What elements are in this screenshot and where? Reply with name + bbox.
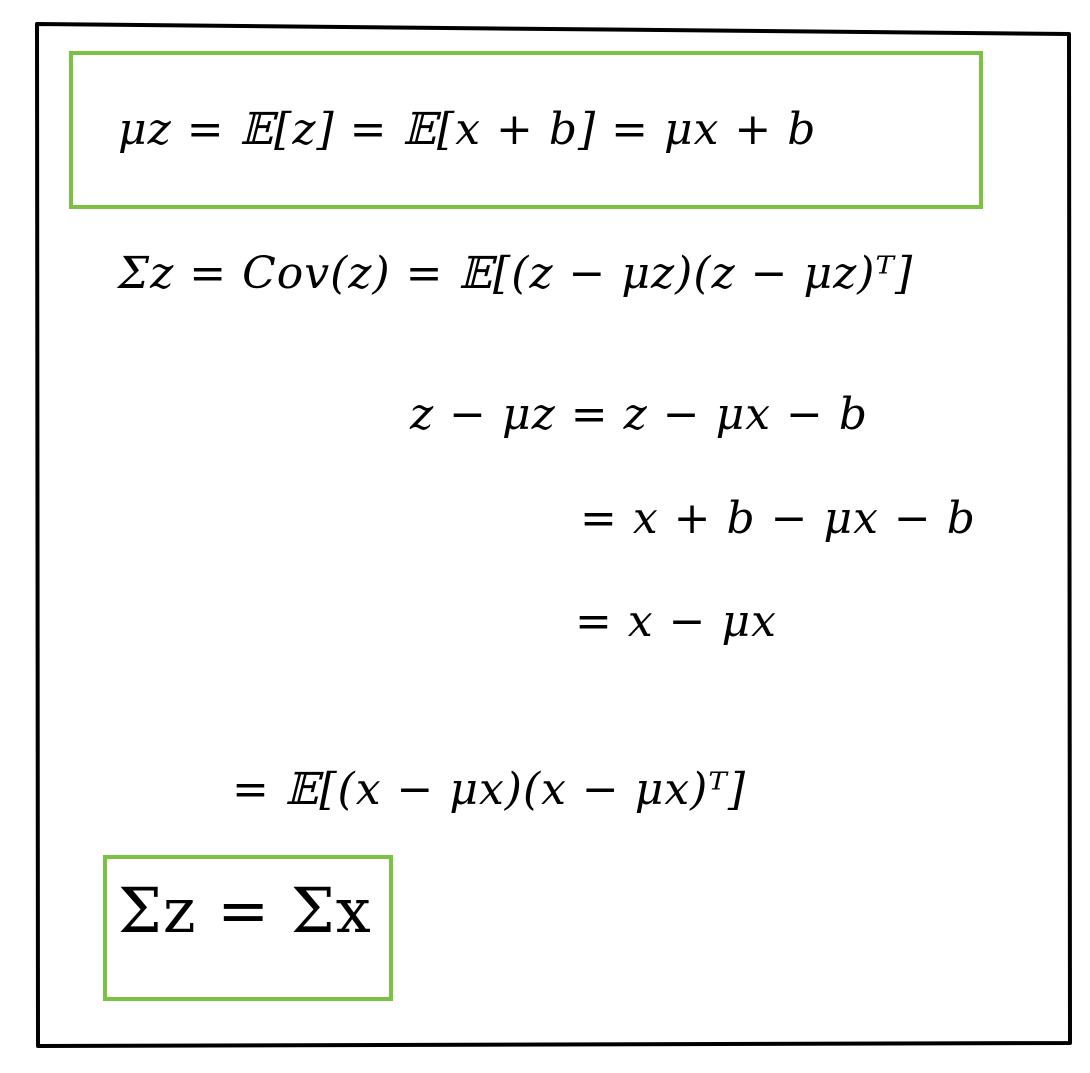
outer-border: [35, 22, 1072, 1048]
difference-step-2: = x + b − μx − b: [580, 493, 976, 544]
final-result: Σz = Σx: [118, 874, 372, 947]
covariance-result: = 𝔼[(x − μx)(x − μx)ᵀ]: [232, 764, 746, 815]
mean-highlight-box: [69, 51, 983, 209]
final-highlight-box: [103, 855, 393, 1001]
difference-step-1: z − μz = z − μx − b: [410, 389, 869, 440]
covariance-definition: Σz = Cov(z) = 𝔼[(z − μz)(z − μz)ᵀ]: [118, 248, 914, 299]
mean-equation: μz = 𝔼[z] = 𝔼[x + b] = μx + b: [118, 104, 817, 155]
difference-step-3: = x − μx: [575, 596, 777, 647]
